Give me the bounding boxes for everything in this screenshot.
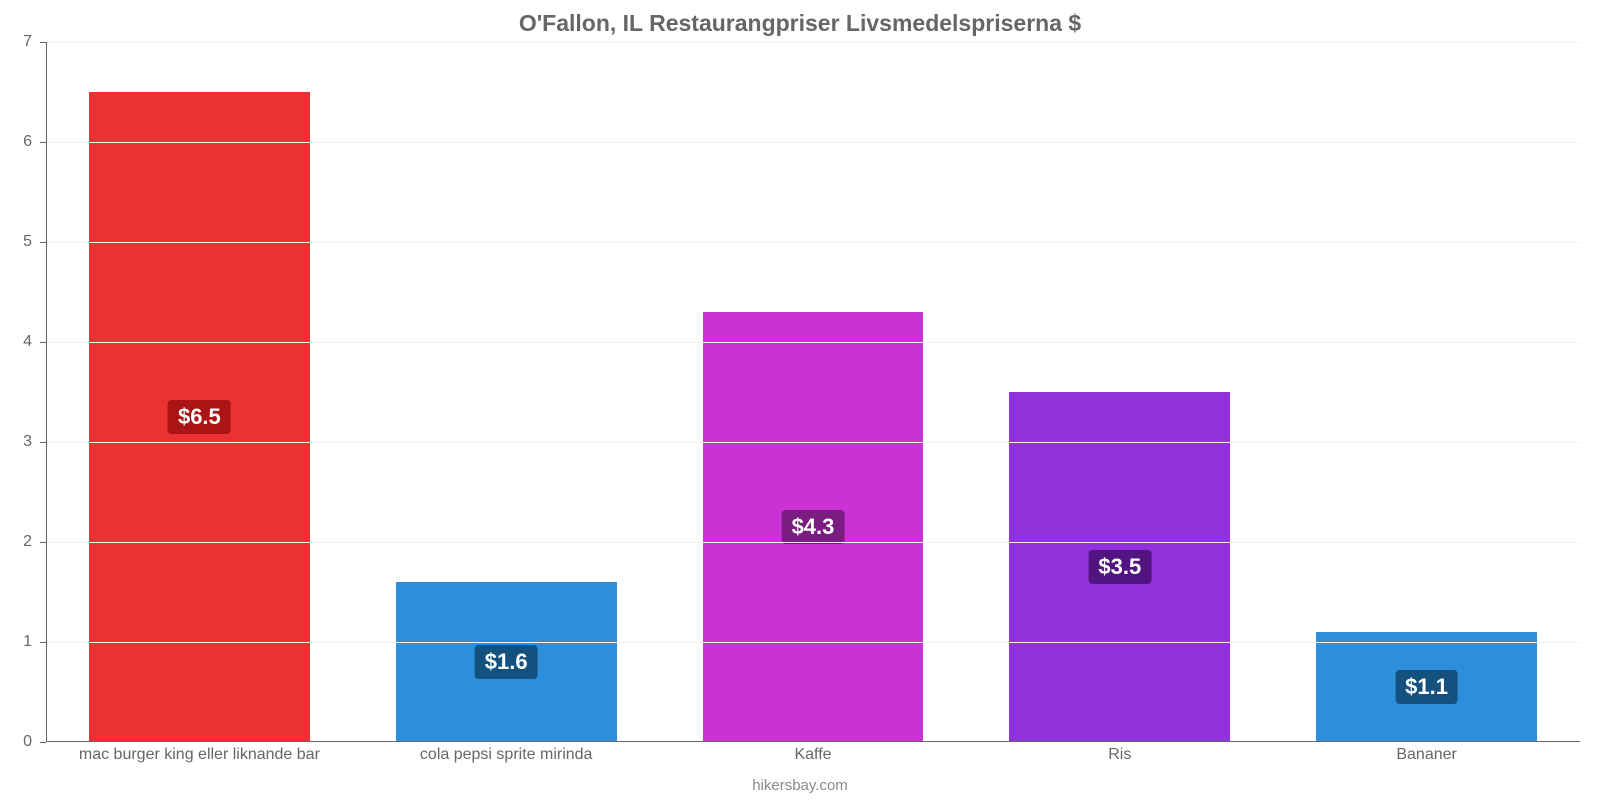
x-axis-label: Bananer xyxy=(1396,746,1457,764)
y-axis-label: 4 xyxy=(23,333,32,351)
x-axis-label: mac burger king eller liknande bar xyxy=(79,746,320,764)
gridline xyxy=(46,542,1580,543)
bar-value-label: $1.1 xyxy=(1395,670,1458,704)
bar-value-label: $6.5 xyxy=(168,400,231,434)
y-axis-label: 1 xyxy=(23,633,32,651)
y-axis-line xyxy=(46,42,47,742)
gridline xyxy=(46,342,1580,343)
bar: $1.1 xyxy=(1316,632,1537,742)
x-axis-label: cola pepsi sprite mirinda xyxy=(420,746,593,764)
gridline xyxy=(46,442,1580,443)
x-axis-label: Ris xyxy=(1108,746,1131,764)
chart-source: hikersbay.com xyxy=(0,777,1600,794)
gridline xyxy=(46,42,1580,43)
y-axis-label: 6 xyxy=(23,133,32,151)
gridline xyxy=(46,642,1580,643)
y-axis-label: 5 xyxy=(23,233,32,251)
bars-layer: $6.5 $1.6 $4.3 $3.5 $1.1 xyxy=(46,42,1580,742)
x-axis-label: Kaffe xyxy=(794,746,831,764)
y-axis-labels: 01234567 xyxy=(0,42,40,742)
bar: $6.5 xyxy=(89,92,310,742)
plot-area: $6.5 $1.6 $4.3 $3.5 $1.1 xyxy=(46,42,1580,742)
y-axis-label: 7 xyxy=(23,33,32,51)
bar: $4.3 xyxy=(703,312,924,742)
bar-value-label: $1.6 xyxy=(475,645,538,679)
bar: $3.5 xyxy=(1009,392,1230,742)
gridline xyxy=(46,242,1580,243)
y-axis-label: 0 xyxy=(23,733,32,751)
chart-title: O'Fallon, IL Restaurangpriser Livsmedels… xyxy=(0,10,1600,37)
gridline xyxy=(46,142,1580,143)
y-axis-label: 3 xyxy=(23,433,32,451)
bar-value-label: $3.5 xyxy=(1088,550,1151,584)
x-axis-line xyxy=(46,741,1580,742)
y-tick xyxy=(40,742,46,743)
bar: $1.6 xyxy=(396,582,617,742)
price-bar-chart: O'Fallon, IL Restaurangpriser Livsmedels… xyxy=(0,0,1600,800)
y-axis-label: 2 xyxy=(23,533,32,551)
x-axis-labels: mac burger king eller liknande bar cola p… xyxy=(46,746,1580,770)
bar-value-label: $4.3 xyxy=(782,510,845,544)
